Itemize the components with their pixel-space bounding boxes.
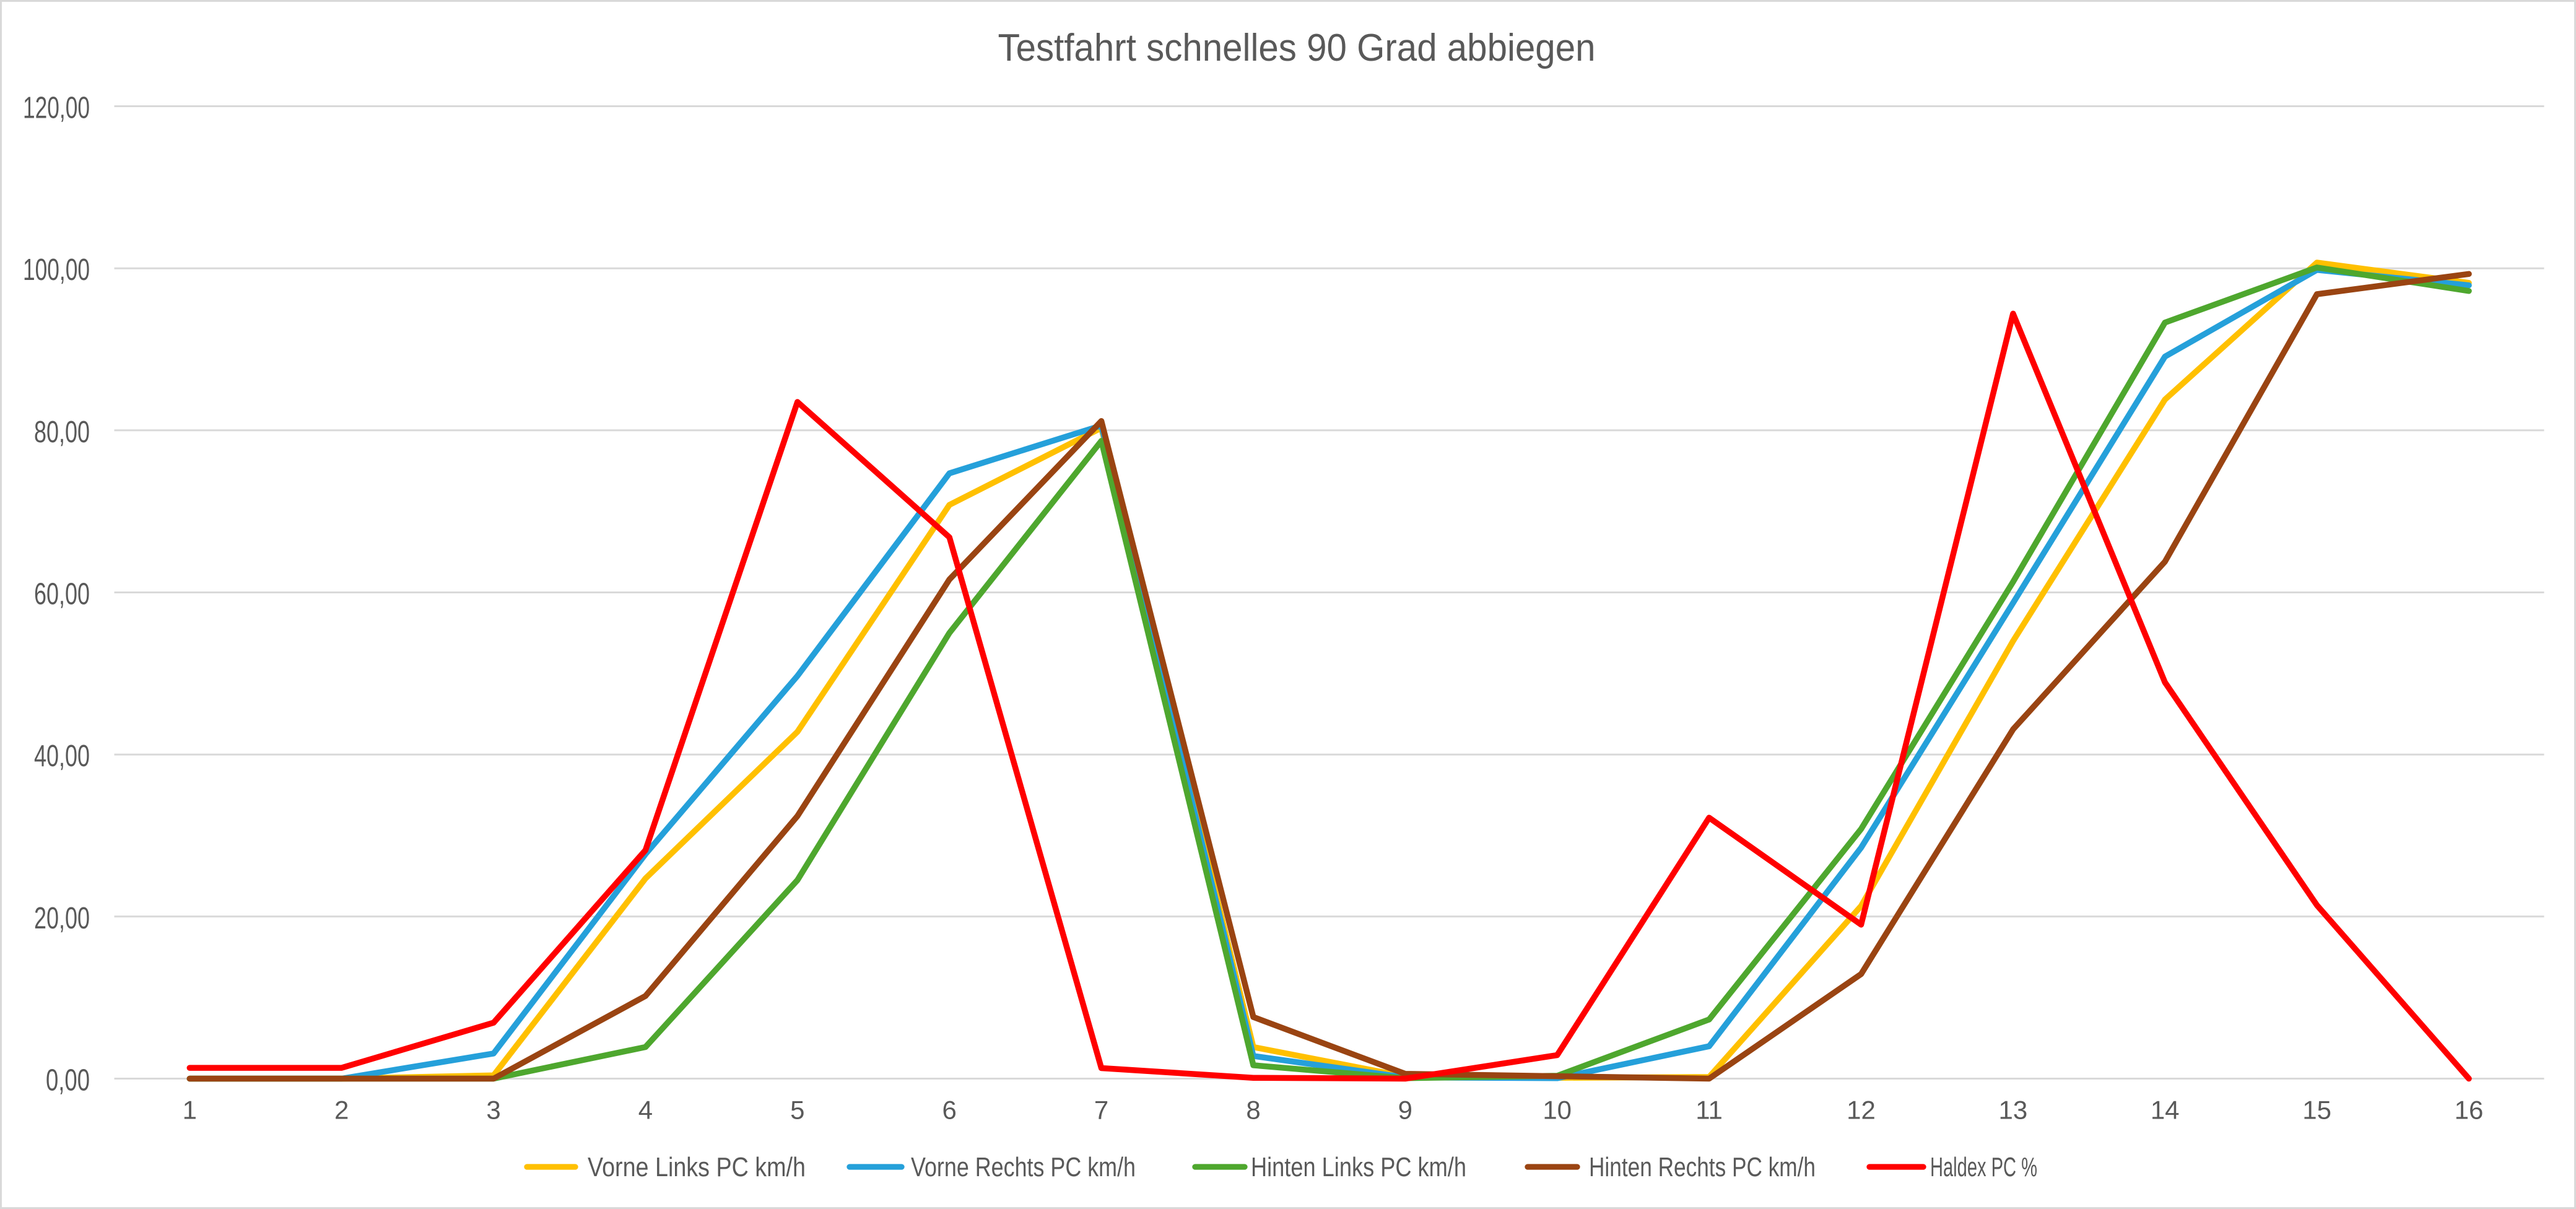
svg-text:Hinten Links PC km/h: Hinten Links PC km/h [1251,1152,1466,1182]
svg-text:14: 14 [2151,1096,2180,1125]
svg-text:Hinten Rechts PC km/h: Hinten Rechts PC km/h [1589,1152,1816,1182]
svg-text:0,00: 0,00 [46,1063,90,1098]
svg-text:10: 10 [1543,1096,1572,1125]
svg-text:6: 6 [942,1096,957,1125]
svg-text:4: 4 [638,1096,653,1125]
svg-text:16: 16 [2455,1096,2484,1125]
svg-text:60,00: 60,00 [34,577,90,611]
svg-text:7: 7 [1094,1096,1108,1125]
svg-text:Vorne Rechts PC km/h: Vorne Rechts PC km/h [911,1152,1136,1182]
svg-text:9: 9 [1398,1096,1412,1125]
svg-text:80,00: 80,00 [34,415,90,449]
svg-text:100,00: 100,00 [23,253,90,287]
svg-text:120,00: 120,00 [23,91,90,125]
svg-text:5: 5 [790,1096,804,1125]
svg-text:12: 12 [1847,1096,1876,1125]
svg-text:3: 3 [486,1096,500,1125]
svg-text:11: 11 [1695,1096,1723,1125]
svg-text:8: 8 [1246,1096,1260,1125]
svg-text:40,00: 40,00 [34,739,90,773]
svg-text:15: 15 [2302,1096,2331,1125]
svg-text:Vorne Links PC km/h: Vorne Links PC km/h [588,1152,806,1182]
svg-text:20,00: 20,00 [34,901,90,935]
svg-text:13: 13 [1999,1096,2028,1125]
svg-text:Haldex PC %: Haldex PC % [1930,1152,2037,1182]
svg-text:Testfahrt schnelles 90 Grad ab: Testfahrt schnelles 90 Grad abbiegen [998,27,1596,69]
svg-text:1: 1 [183,1096,197,1125]
svg-text:2: 2 [334,1096,349,1125]
